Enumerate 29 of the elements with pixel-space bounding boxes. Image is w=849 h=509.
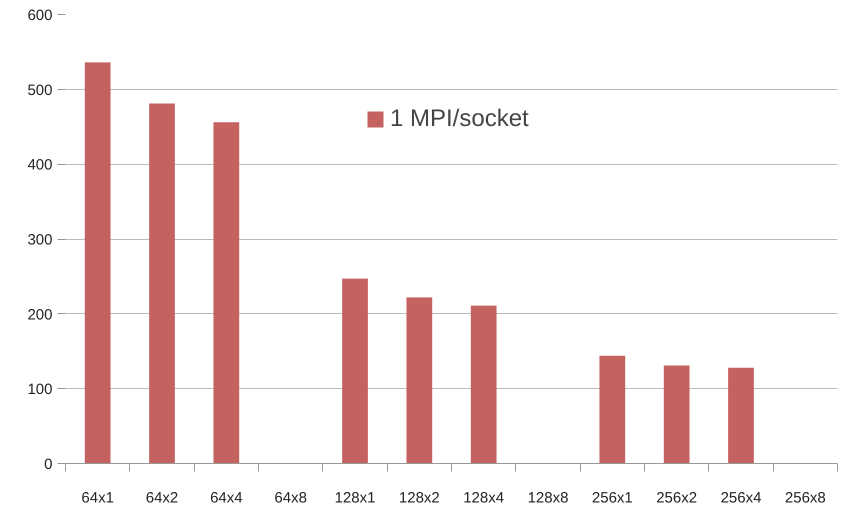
y-tick-label: 200 [27,306,53,324]
y-tick-label: 300 [27,232,53,248]
legend-label: 1 MPI/socket [390,105,529,133]
bar [470,306,497,464]
x-tick-label: 128x4 [463,490,504,506]
x-tick-label: 64x4 [210,490,243,506]
x-tick-label: 64x2 [146,490,178,506]
bar [213,122,240,464]
y-tick-label: 0 [44,456,52,473]
bar [84,62,111,464]
bar [149,104,175,464]
bar [728,368,754,464]
x-tick-label: 128x1 [334,490,376,506]
y-tick-label: 600 [27,7,53,24]
x-tick-label: 128x2 [398,490,440,506]
y-tick-label: 500 [27,82,53,99]
bar [664,365,690,464]
bar [599,356,626,464]
x-tick-label: 64x1 [81,490,114,506]
bar [342,278,368,464]
y-tick-label: 400 [27,156,53,174]
x-tick-label: 256x2 [656,490,698,506]
x-tick-label: 256x4 [720,490,762,506]
x-tick-label: 128x8 [528,490,568,506]
x-tick-label: 256x8 [784,490,826,506]
bar [406,297,432,464]
y-tick-label: 100 [27,381,53,398]
x-tick-label: 256x1 [592,490,633,506]
x-tick-label: 64x8 [274,490,307,506]
